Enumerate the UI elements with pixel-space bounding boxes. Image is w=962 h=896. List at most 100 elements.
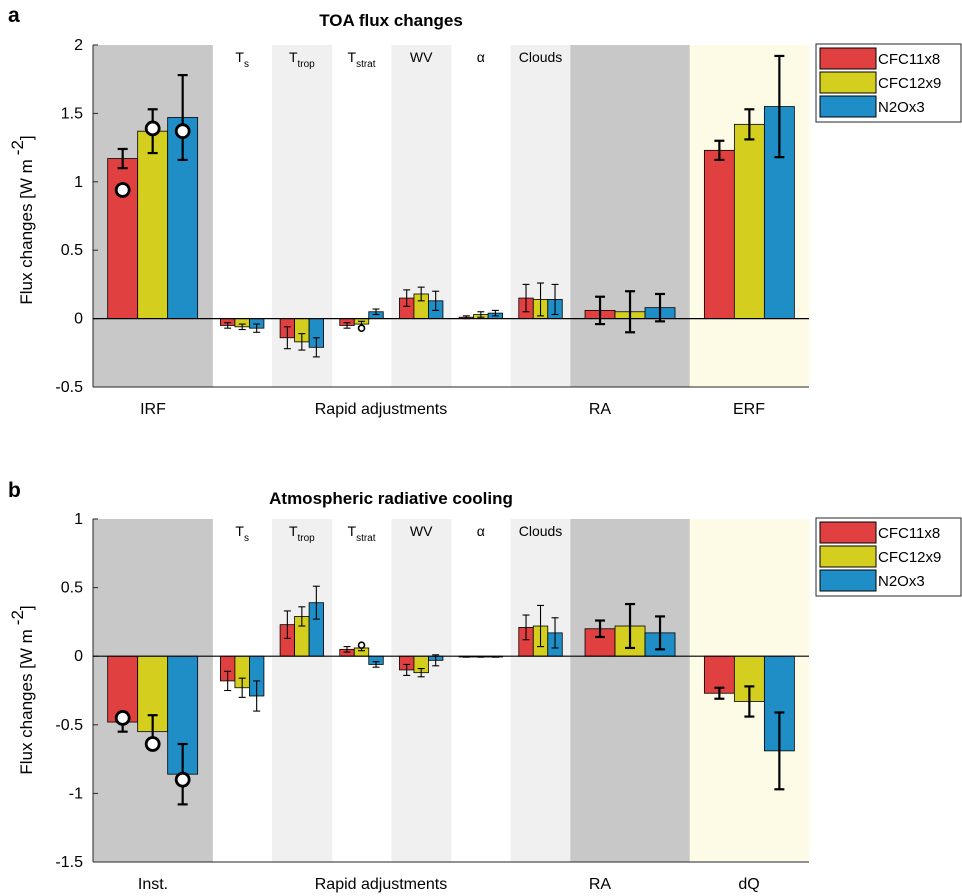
marker-point — [144, 120, 161, 137]
bar — [763, 106, 795, 319]
y-tick-label: 2 — [74, 37, 83, 54]
column-label: Tstrat — [348, 49, 376, 70]
chart-title-a: TOA flux changes — [319, 11, 463, 30]
panel-letter-a: a — [8, 4, 20, 27]
legend: CFC11x8 CFC12x9 N2Ox3 — [815, 43, 962, 123]
marker-point — [357, 641, 366, 650]
y-tick-label: -0.5 — [55, 717, 83, 734]
bar — [733, 123, 765, 319]
x-tick-label: RA — [589, 876, 612, 893]
column-label: α — [477, 523, 485, 539]
column-label-main: WV — [410, 49, 433, 65]
column-label-sub: trop — [298, 533, 316, 544]
column-label-main: α — [477, 49, 485, 65]
x-tick-label: Rapid adjustments — [315, 401, 448, 418]
x-tick-label: RA — [589, 401, 612, 418]
column-label-sub: trop — [298, 59, 316, 70]
column-label-main: WV — [410, 523, 433, 539]
column-label-main: Clouds — [519, 49, 563, 65]
column-label-main: T — [348, 523, 357, 539]
y-tick-label: -1 — [69, 785, 83, 802]
y-axis-label-close: ] — [17, 605, 36, 610]
column-label: Clouds — [519, 523, 563, 539]
column-label: Ts — [235, 49, 249, 70]
y-axis-label-exponent: -2 — [8, 140, 27, 155]
y-tick-label: 1 — [74, 511, 83, 528]
marker-point — [114, 182, 131, 198]
x-tick-label: ERF — [733, 401, 765, 418]
y-axis-label-text: Flux changes [W m — [17, 159, 36, 305]
x-tick-label: IRF — [140, 401, 166, 418]
legend-swatch — [819, 569, 877, 592]
column-label-main: T — [289, 523, 298, 539]
background-column — [570, 519, 631, 862]
y-axis-label: Flux changes [W m -2] — [8, 135, 36, 304]
column-label-main: T — [235, 523, 244, 539]
y-tick-label: 0.5 — [61, 242, 83, 259]
column-label-main: Clouds — [519, 523, 563, 539]
column-label-sub: strat — [356, 533, 376, 544]
y-tick-label: 0 — [74, 311, 83, 328]
column-label: WV — [410, 523, 433, 539]
y-axis-label: Flux changes [W m -2] — [8, 605, 36, 774]
column-label: Ttrop — [289, 523, 315, 544]
marker-point — [174, 771, 191, 788]
legend: CFC11x8 CFC12x9 N2Ox3 — [815, 517, 962, 597]
background-column — [510, 45, 571, 387]
legend-label: N2Ox3 — [878, 99, 925, 116]
y-axis-label-exponent: -2 — [8, 610, 27, 625]
legend-swatch — [819, 95, 877, 118]
column-label: Ts — [235, 523, 249, 544]
y-tick-label: 0.5 — [61, 580, 83, 597]
column-label-main: T — [235, 49, 244, 65]
chart-title-b: Atmospheric radiative cooling — [269, 489, 513, 508]
legend-label: CFC11x8 — [878, 51, 940, 68]
column-label-sub: s — [244, 59, 249, 70]
column-label-main: T — [348, 49, 357, 65]
panel-letter-b: b — [8, 479, 21, 502]
legend-swatch — [819, 521, 877, 544]
column-label: Clouds — [519, 49, 563, 65]
marker-point — [357, 324, 366, 332]
bar — [137, 130, 169, 320]
background-column — [630, 519, 691, 862]
y-tick-label: 1 — [74, 174, 83, 191]
y-axis-label-close: ] — [17, 135, 36, 140]
column-label-main: α — [477, 523, 485, 539]
column-label: α — [477, 49, 485, 65]
legend-label: CFC12x9 — [878, 549, 941, 566]
panel-b: b Atmospheric radiative cooling Ts Ttrop T… — [8, 479, 962, 893]
marker-point — [114, 710, 131, 726]
y-tick-label: 1.5 — [61, 105, 83, 122]
column-label-sub: s — [244, 533, 249, 544]
y-tick-label: 0 — [74, 648, 83, 665]
background-column — [391, 519, 452, 862]
x-tick-label: dQ — [738, 876, 759, 893]
background-column — [630, 45, 691, 387]
background-column — [570, 45, 631, 387]
legend-label: CFC11x8 — [878, 525, 940, 542]
legend-swatch — [819, 545, 877, 568]
y-tick-label: -1.5 — [55, 854, 83, 871]
background-column — [272, 519, 333, 862]
marker-point — [174, 123, 191, 140]
y-axis-label-text: Flux changes [W m — [17, 629, 36, 775]
background-column — [510, 519, 571, 862]
x-tick-label: Inst. — [138, 876, 168, 893]
column-label: Tstrat — [348, 523, 376, 544]
x-tick-label: Rapid adjustments — [315, 876, 448, 893]
legend-swatch — [819, 47, 877, 70]
background-column — [391, 45, 452, 387]
column-label: Ttrop — [289, 49, 315, 70]
marker-point — [144, 736, 161, 752]
panel-a: a TOA flux changes Ts Ttrop Tstrat WV α Cloud… — [8, 4, 962, 418]
column-label: WV — [410, 49, 433, 65]
bar — [703, 149, 735, 320]
legend-label: N2Ox3 — [878, 573, 925, 590]
y-tick-label: -0.5 — [55, 379, 83, 396]
column-label-sub: strat — [356, 59, 376, 70]
legend-label: CFC12x9 — [878, 75, 941, 92]
legend-swatch — [819, 71, 877, 94]
column-label-main: T — [289, 49, 298, 65]
